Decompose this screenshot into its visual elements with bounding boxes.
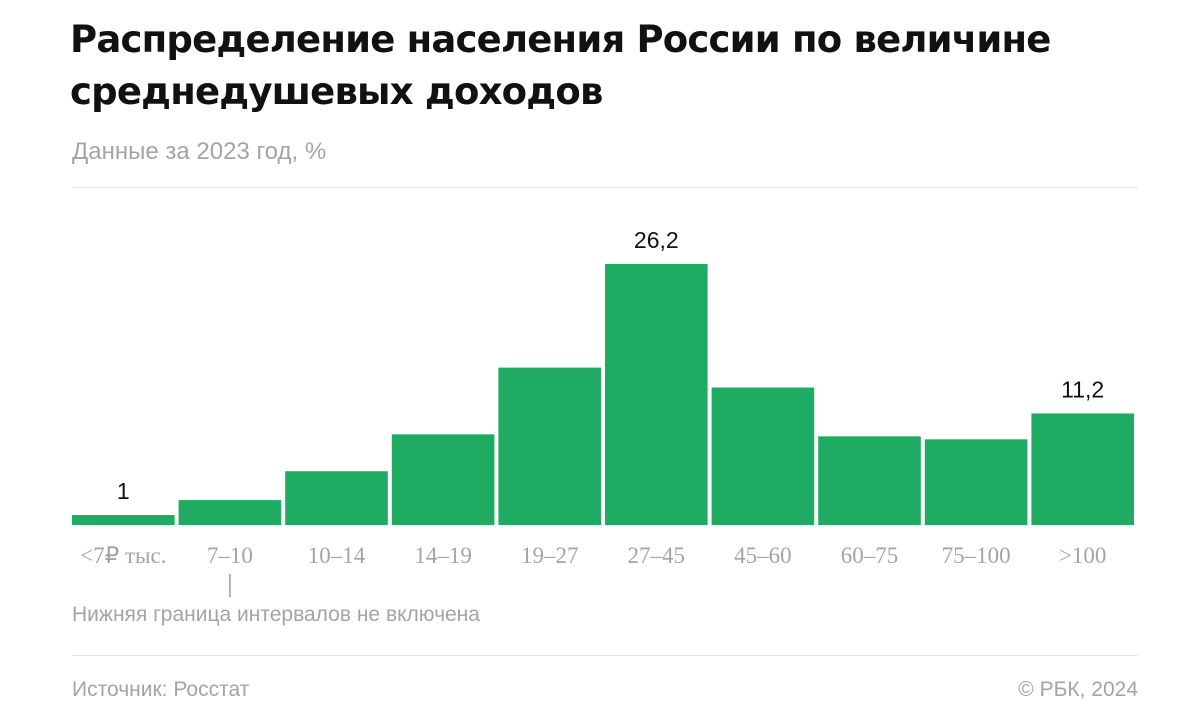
bottom-divider (72, 655, 1138, 656)
top-divider (72, 187, 1138, 188)
tick-label-0: <7₽ тыс. (80, 543, 166, 568)
bar-chart: <7₽ тыс. 1 7–10 10–14 14–19 19–27 27–45 26,2 45–… (72, 227, 1134, 597)
tick-label-2: 10–14 (308, 543, 366, 568)
bar-5 (605, 264, 708, 525)
tick-label-4: 19–27 (521, 543, 579, 568)
tick-label-8: 75–100 (942, 543, 1011, 568)
bar-4 (498, 367, 601, 525)
value-label-0: 1 (117, 478, 130, 504)
interval-note: Нижняя граница интервалов не включена (72, 603, 480, 626)
value-label-5: 26,2 (634, 227, 679, 253)
bar-3 (391, 434, 495, 525)
tick-label-1: 7–10 (207, 543, 253, 568)
bar-0 (72, 515, 175, 525)
tick-label-9: >100 (1059, 543, 1106, 568)
source-label: Источник: Росстат (72, 678, 250, 701)
bar-6 (711, 387, 815, 525)
tick-label-3: 14–19 (414, 543, 472, 568)
tick-label-6: 45–60 (734, 543, 792, 568)
bar-1 (178, 500, 282, 525)
value-label-9: 11,2 (1061, 376, 1104, 402)
chart-subtitle: Данные за 2023 год, % (72, 138, 327, 165)
bar-2 (285, 471, 388, 525)
chart-title: Распределение населения России по величи… (70, 18, 1051, 113)
tick-label-5: 27–45 (628, 543, 686, 568)
bar-8 (924, 439, 1028, 525)
bar-7 (818, 436, 921, 525)
tick-label-7: 60–75 (841, 543, 899, 568)
copyright-label: © РБК, 2024 (1018, 678, 1138, 701)
bar-9 (1031, 413, 1134, 525)
